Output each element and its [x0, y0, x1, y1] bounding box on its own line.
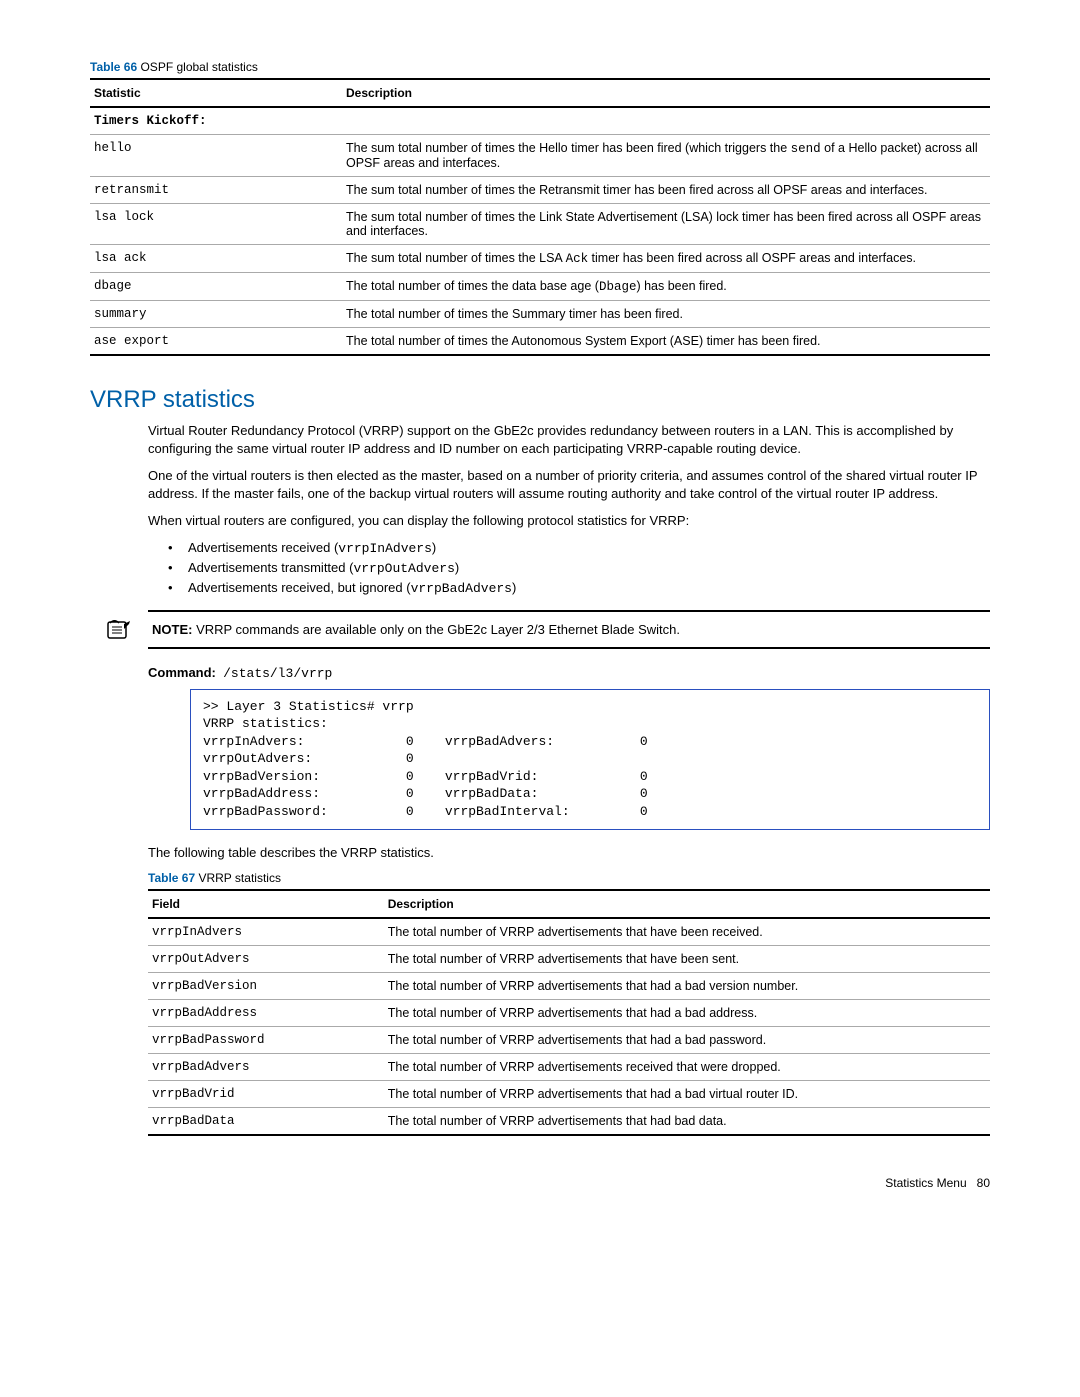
field-name: vrrpOutAdvers	[148, 946, 384, 973]
stat-desc: The sum total number of times the Retran…	[342, 177, 990, 204]
stat-desc: The total number of times the Autonomous…	[342, 328, 990, 356]
table66-section-label: Timers Kickoff:	[90, 107, 990, 135]
vrrp-post-terminal: The following table describes the VRRP s…	[148, 844, 990, 862]
vrrp-para1: Virtual Router Redundancy Protocol (VRRP…	[148, 422, 990, 457]
note-icon	[106, 618, 132, 648]
terminal-output: >> Layer 3 Statistics# vrrp VRRP statist…	[190, 689, 990, 830]
stat-name: ase export	[90, 328, 342, 356]
stat-desc: The total number of times the data base …	[342, 273, 990, 301]
footer-page: 80	[977, 1176, 990, 1190]
table66-caption: Table 66 OSPF global statistics	[90, 60, 990, 74]
vrrp-bullets: Advertisements received (vrrpInAdvers) A…	[168, 540, 990, 596]
table66-number: Table 66	[90, 60, 137, 74]
field-desc: The total number of VRRP advertisements …	[384, 1108, 990, 1136]
table-row: hello The sum total number of times the …	[90, 135, 990, 177]
table-row: vrrpBadDataThe total number of VRRP adve…	[148, 1108, 990, 1136]
table-row: vrrpBadVersionThe total number of VRRP a…	[148, 973, 990, 1000]
table-row: lsa lock The sum total number of times t…	[90, 204, 990, 245]
table66-col1: Statistic	[90, 79, 342, 107]
list-item: Advertisements received, but ignored (vr…	[168, 580, 990, 596]
field-desc: The total number of VRRP advertisements …	[384, 1081, 990, 1108]
note-block: NOTE: VRRP commands are available only o…	[148, 610, 990, 649]
table-row: summary The total number of times the Su…	[90, 301, 990, 328]
table67-col2: Description	[384, 890, 990, 918]
stat-name: hello	[90, 135, 342, 177]
table-row: retransmit The sum total number of times…	[90, 177, 990, 204]
stat-name: retransmit	[90, 177, 342, 204]
field-name: vrrpBadVrid	[148, 1081, 384, 1108]
table67-col1: Field	[148, 890, 384, 918]
command-line: Command: /stats/l3/vrrp	[148, 665, 990, 681]
table67-caption: Table 67 VRRP statistics	[148, 871, 990, 885]
stat-name: dbage	[90, 273, 342, 301]
field-name: vrrpBadData	[148, 1108, 384, 1136]
stat-desc: The sum total number of times the Link S…	[342, 204, 990, 245]
stat-name: lsa lock	[90, 204, 342, 245]
table-row: vrrpBadAdversThe total number of VRRP ad…	[148, 1054, 990, 1081]
field-name: vrrpBadAddress	[148, 1000, 384, 1027]
field-name: vrrpInAdvers	[148, 918, 384, 946]
field-desc: The total number of VRRP advertisements …	[384, 973, 990, 1000]
note-label: NOTE:	[152, 622, 192, 637]
table66-title: OSPF global statistics	[137, 60, 258, 74]
stat-name: summary	[90, 301, 342, 328]
field-name: vrrpBadAdvers	[148, 1054, 384, 1081]
table67-title: VRRP statistics	[195, 871, 281, 885]
vrrp-para3: When virtual routers are configured, you…	[148, 512, 990, 530]
list-item: Advertisements transmitted (vrrpOutAdver…	[168, 560, 990, 576]
field-desc: The total number of VRRP advertisements …	[384, 1000, 990, 1027]
table67: Field Description vrrpInAdversThe total …	[148, 889, 990, 1136]
table-row: lsa ack The sum total number of times th…	[90, 245, 990, 273]
table-row: dbage The total number of times the data…	[90, 273, 990, 301]
field-name: vrrpBadPassword	[148, 1027, 384, 1054]
stat-desc: The sum total number of times the Hello …	[342, 135, 990, 177]
table-row: vrrpOutAdversThe total number of VRRP ad…	[148, 946, 990, 973]
table66-section-row: Timers Kickoff:	[90, 107, 990, 135]
vrrp-heading: VRRP statistics	[90, 386, 990, 414]
table-row: vrrpBadAddressThe total number of VRRP a…	[148, 1000, 990, 1027]
field-desc: The total number of VRRP advertisements …	[384, 918, 990, 946]
stat-name: lsa ack	[90, 245, 342, 273]
table66: Statistic Description Timers Kickoff: he…	[90, 78, 990, 356]
stat-desc: The total number of times the Summary ti…	[342, 301, 990, 328]
field-desc: The total number of VRRP advertisements …	[384, 1054, 990, 1081]
note-text: VRRP commands are available only on the …	[192, 622, 680, 637]
table-row: vrrpBadPasswordThe total number of VRRP …	[148, 1027, 990, 1054]
page-footer: Statistics Menu 80	[90, 1176, 990, 1190]
table-row: vrrpInAdversThe total number of VRRP adv…	[148, 918, 990, 946]
table67-number: Table 67	[148, 871, 195, 885]
command-value: /stats/l3/vrrp	[223, 666, 332, 681]
table-row: vrrpBadVridThe total number of VRRP adve…	[148, 1081, 990, 1108]
table-row: ase export The total number of times the…	[90, 328, 990, 356]
command-label: Command:	[148, 665, 216, 680]
stat-desc: The sum total number of times the LSA Ac…	[342, 245, 990, 273]
list-item: Advertisements received (vrrpInAdvers)	[168, 540, 990, 556]
field-desc: The total number of VRRP advertisements …	[384, 946, 990, 973]
field-desc: The total number of VRRP advertisements …	[384, 1027, 990, 1054]
footer-text: Statistics Menu	[885, 1176, 966, 1190]
table66-col2: Description	[342, 79, 990, 107]
field-name: vrrpBadVersion	[148, 973, 384, 1000]
vrrp-para2: One of the virtual routers is then elect…	[148, 467, 990, 502]
